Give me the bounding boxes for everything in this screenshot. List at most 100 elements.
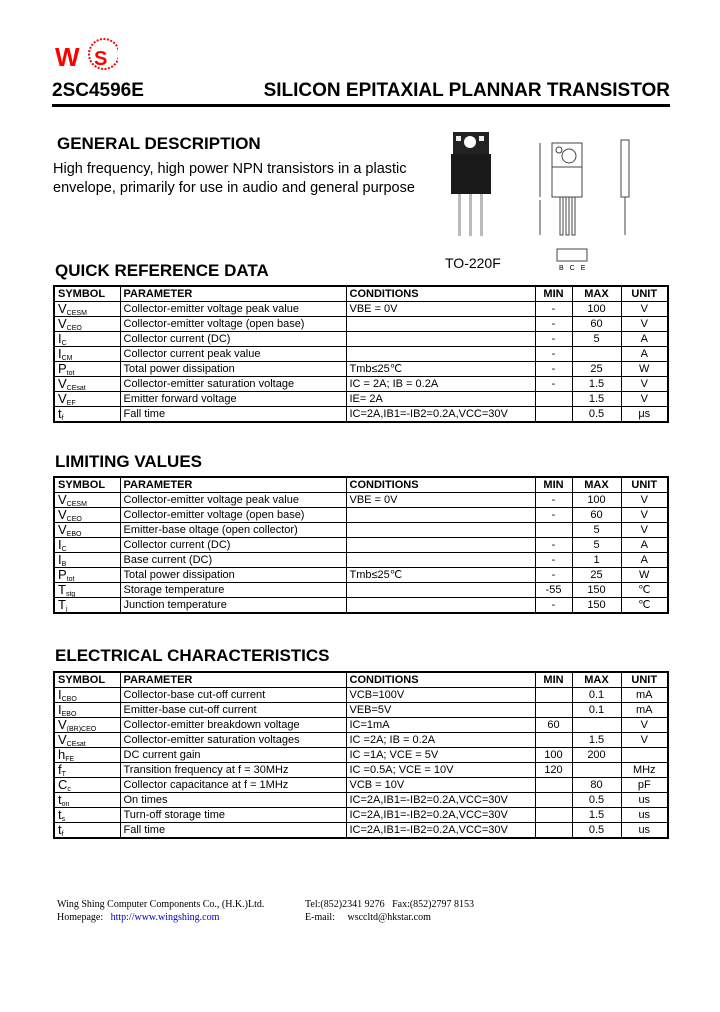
unit-cell bbox=[620, 747, 669, 763]
symbol: V bbox=[58, 376, 67, 391]
parameter-cell: Junction temperature bbox=[119, 597, 347, 614]
max-cell: 5 bbox=[571, 331, 622, 347]
min-cell bbox=[534, 822, 573, 839]
symbol-cell: hFE bbox=[53, 747, 121, 763]
parameter-cell: Collector-emitter breakdown voltage bbox=[119, 717, 347, 733]
conditions-cell bbox=[345, 537, 536, 553]
column-header-symbol: SYMBOL bbox=[53, 671, 121, 688]
symbol-subscript: C bbox=[61, 340, 67, 347]
min-cell: - bbox=[534, 331, 573, 347]
symbol-subscript: stg bbox=[65, 591, 76, 598]
symbol-subscript: CESM bbox=[66, 310, 87, 317]
symbol: V bbox=[58, 717, 67, 732]
email-address: wsccltd@hkstar.com bbox=[347, 912, 431, 923]
table-row: VCEO Collector-emitter voltage (open bas… bbox=[53, 316, 669, 332]
email-label: E-mail: bbox=[305, 912, 335, 923]
symbol-subscript: C bbox=[61, 546, 67, 553]
symbol: V bbox=[58, 732, 67, 747]
conditions-cell: VCB = 10V bbox=[345, 777, 536, 793]
unit-cell: A bbox=[620, 552, 669, 568]
parameter-cell: Collector-emitter voltage (open base) bbox=[119, 507, 347, 523]
max-cell: 25 bbox=[571, 361, 622, 377]
min-cell: - bbox=[534, 316, 573, 332]
symbol: t bbox=[58, 807, 62, 822]
parameter-cell: Storage temperature bbox=[119, 582, 347, 598]
homepage-label: Homepage: bbox=[57, 912, 104, 923]
pin-label-e: E bbox=[580, 265, 586, 272]
table-row: Tj Junction temperature - 150 ℃ bbox=[53, 597, 669, 614]
table-row: hFE DC current gain IC =1A; VCE = 5V 100… bbox=[53, 747, 669, 763]
min-cell bbox=[534, 777, 573, 793]
symbol: I bbox=[58, 346, 62, 361]
column-header-max: MAX bbox=[571, 285, 622, 302]
min-cell: - bbox=[534, 537, 573, 553]
max-cell: 150 bbox=[571, 582, 622, 598]
column-header-conditions: CONDITIONS bbox=[345, 671, 536, 688]
symbol-subscript: tot bbox=[66, 370, 75, 377]
max-cell: 60 bbox=[571, 316, 622, 332]
parameter-cell: On times bbox=[119, 792, 347, 808]
symbol: f bbox=[58, 762, 62, 777]
svg-text:W: W bbox=[55, 42, 80, 70]
symbol: I bbox=[58, 331, 62, 346]
max-cell: 1.5 bbox=[571, 376, 622, 392]
min-cell: 60 bbox=[534, 717, 573, 733]
max-cell: 25 bbox=[571, 567, 622, 583]
min-cell: - bbox=[534, 507, 573, 523]
unit-cell: A bbox=[620, 346, 669, 362]
conditions-cell: IC =2A; IB = 0.2A bbox=[345, 732, 536, 748]
header-divider bbox=[52, 104, 670, 107]
conditions-cell bbox=[345, 316, 536, 332]
symbol: P bbox=[58, 567, 67, 582]
symbol-subscript: s bbox=[61, 816, 66, 823]
unit-cell: W bbox=[620, 567, 669, 583]
min-cell bbox=[534, 687, 573, 703]
quick-reference-table: SYMBOL PARAMETER CONDITIONS MIN MAX UNIT VCES… bbox=[53, 285, 669, 423]
limiting-values-heading: LIMITING VALUES bbox=[55, 452, 203, 471]
table-row: Tstg Storage temperature -55 150 ℃ bbox=[53, 582, 669, 598]
conditions-cell bbox=[345, 597, 536, 614]
symbol-subscript: T bbox=[61, 771, 66, 778]
package-photo bbox=[448, 130, 498, 245]
table-row: IB Base current (DC) - 1 A bbox=[53, 552, 669, 568]
min-cell bbox=[534, 792, 573, 808]
min-cell: 120 bbox=[534, 762, 573, 778]
unit-cell: us bbox=[620, 822, 669, 839]
column-header-max: MAX bbox=[571, 671, 622, 688]
symbol-subscript: CEO bbox=[66, 516, 82, 523]
min-cell: - bbox=[534, 567, 573, 583]
symbol-cell: Tj bbox=[53, 597, 121, 614]
homepage-link[interactable]: http://www.wingshing.com bbox=[110, 912, 220, 923]
unit-cell: mA bbox=[620, 702, 669, 718]
symbol-cell: V(BR)CEO bbox=[53, 717, 121, 733]
min-cell: - bbox=[534, 361, 573, 377]
max-cell: 1.5 bbox=[571, 807, 622, 823]
symbol: I bbox=[58, 537, 62, 552]
symbol-cell: VCEsat bbox=[53, 732, 121, 748]
conditions-cell bbox=[345, 331, 536, 347]
parameter-cell: Turn-off storage time bbox=[119, 807, 347, 823]
unit-cell: mA bbox=[620, 687, 669, 703]
max-cell: 100 bbox=[571, 492, 622, 508]
parameter-cell: Emitter-base oltage (open collector) bbox=[119, 522, 347, 538]
svg-text:S: S bbox=[94, 48, 107, 70]
symbol-subscript: c bbox=[67, 786, 71, 793]
symbol-subscript: CBO bbox=[61, 696, 77, 703]
symbol: C bbox=[58, 777, 68, 792]
company-name: Wing Shing Computer Components Co., (H.K… bbox=[57, 899, 265, 910]
table-row: tf Fall time IC=2A,IB1=-IB2=0.2A,VCC=30V… bbox=[53, 406, 669, 423]
parameter-cell: DC current gain bbox=[119, 747, 347, 763]
fax: Fax:(852)2797 8153 bbox=[392, 899, 475, 910]
electrical-characteristics-table: SYMBOL PARAMETER CONDITIONS MIN MAX UNIT ICBO… bbox=[53, 671, 669, 839]
conditions-cell: IC = 2A; IB = 0.2A bbox=[345, 376, 536, 392]
table-row: VEBO Emitter-base oltage (open collector… bbox=[53, 522, 669, 538]
conditions-cell bbox=[345, 522, 536, 538]
min-cell bbox=[534, 807, 573, 823]
symbol-subscript: EBO bbox=[61, 711, 77, 718]
table-row: Ptot Total power dissipation Tmb≤25℃ - 2… bbox=[53, 567, 669, 583]
unit-cell: us bbox=[620, 792, 669, 808]
footer-contact: Tel:(852)2341 9276 Fax:(852)2797 8153 E-… bbox=[305, 898, 474, 924]
table-row: VCEsat Collector-emitter saturation volt… bbox=[53, 376, 669, 392]
table-row: Cc Collector capacitance at f = 1MHz VCB… bbox=[53, 777, 669, 793]
parameter-cell: Fall time bbox=[119, 822, 347, 839]
